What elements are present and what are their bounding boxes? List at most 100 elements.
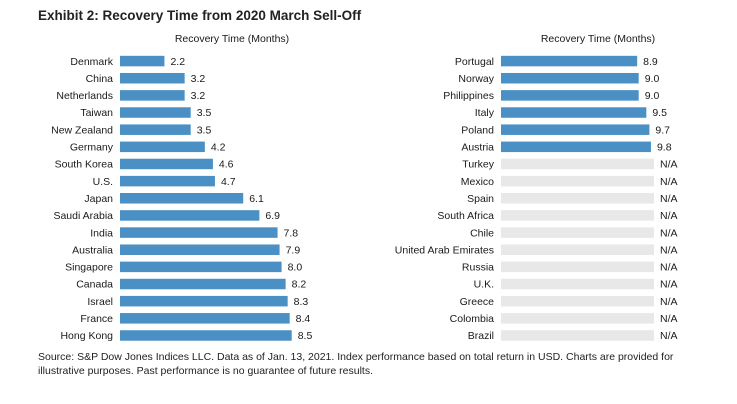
left-category-label: Israel [87,296,113,308]
left-category-label: Canada [76,279,113,291]
right-category-label: Poland [461,124,494,136]
right-value-label: 8.9 [643,56,658,68]
right-bar [501,107,647,118]
left-bar [120,124,191,135]
left-value-label: 8.3 [294,296,309,308]
right-na-bar [501,227,654,238]
left-bar [120,107,191,118]
left-bar [120,278,286,290]
right-category-label: United Arab Emirates [395,244,494,256]
left-value-label: 8.2 [292,279,307,291]
left-value-label: 3.5 [197,124,212,136]
left-value-label: 6.9 [265,210,280,222]
left-category-label: Hong Kong [60,330,113,342]
left-value-label: 4.7 [221,176,236,188]
left-value-label: 3.5 [197,107,212,119]
left-category-label: Netherlands [56,90,113,102]
right-value-label: 9.8 [657,142,672,154]
right-na-bar [501,261,654,273]
left-category-label: France [80,313,113,325]
right-value-label: 9.0 [645,73,660,85]
left-category-label: U.S. [93,176,113,188]
left-bar [120,55,165,67]
left-bar [120,244,280,255]
right-category-label: Norway [458,73,494,85]
left-value-label: 4.6 [219,159,234,171]
left-value-label: 7.9 [286,244,301,256]
left-bar [120,227,278,238]
left-bar [120,261,282,273]
right-category-label: Mexico [461,176,494,188]
right-na-bar [501,313,654,324]
right-na-bar [501,175,654,187]
left-category-label: India [90,227,113,239]
left-category-label: Saudi Arabia [53,210,113,222]
left-bar [120,175,215,187]
left-category-label: Denmark [70,56,113,68]
right-na-bar [501,158,654,170]
right-category-label: Russia [462,262,494,274]
right-value-label: 9.0 [645,90,660,102]
left-value-label: 3.2 [191,90,206,102]
left-value-label: 2.2 [170,56,185,68]
source-note: Source: S&P Dow Jones Indices LLC. Data … [38,351,674,377]
right-category-label: Colombia [450,313,495,325]
right-category-label: Italy [475,107,495,119]
left-category-label: New Zealand [51,124,113,136]
right-na-label: N/A [660,210,678,222]
right-bar [501,72,639,84]
right-category-label: Turkey [462,159,494,171]
right-na-label: N/A [660,330,678,342]
right-category-label: Portugal [455,56,494,68]
right-category-label: Chile [470,227,494,239]
right-axis-title: Recovery Time (Months) [541,33,655,45]
left-bar [120,193,244,204]
chart-title: Exhibit 2: Recovery Time from 2020 March… [38,8,362,23]
right-na-bar [501,210,654,221]
right-na-bar [501,330,654,341]
left-value-label: 7.8 [284,227,299,239]
left-bar [120,330,292,341]
right-category-label: Spain [467,193,494,205]
right-value-label: 9.7 [655,124,670,136]
right-value-label: 9.5 [652,107,667,119]
left-bar [120,295,288,307]
left-bar [120,72,185,84]
left-bar [120,313,290,324]
right-bar [501,141,651,153]
left-bar [120,158,213,170]
right-na-label: N/A [660,296,678,308]
left-category-label: South Korea [55,159,114,171]
left-value-label: 6.1 [249,193,264,205]
right-category-label: South Africa [437,210,494,222]
right-na-label: N/A [660,279,678,291]
left-category-label: Australia [72,244,113,256]
right-na-bar [501,295,654,307]
left-category-label: Singapore [65,262,113,274]
left-value-label: 8.0 [288,262,303,274]
right-na-label: N/A [660,244,678,256]
left-category-label: Taiwan [80,107,113,119]
left-category-label: China [86,73,114,85]
left-value-label: 8.4 [296,313,311,325]
right-na-bar [501,278,654,290]
right-na-label: N/A [660,159,678,171]
left-value-label: 8.5 [298,330,313,342]
left-axis-title: Recovery Time (Months) [175,33,289,45]
right-na-label: N/A [660,227,678,239]
right-category-label: Philippines [443,90,494,102]
right-bar [501,55,638,67]
left-bar [120,141,205,153]
right-category-label: Brazil [468,330,494,342]
right-bar [501,90,639,101]
left-value-label: 3.2 [191,73,206,85]
right-category-label: Austria [461,142,494,154]
left-value-label: 4.2 [211,142,226,154]
left-category-label: Japan [84,193,113,205]
right-category-label: U.K. [474,279,494,291]
right-na-label: N/A [660,262,678,274]
left-category-label: Germany [70,142,114,154]
left-bar [120,210,260,221]
right-na-label: N/A [660,313,678,325]
